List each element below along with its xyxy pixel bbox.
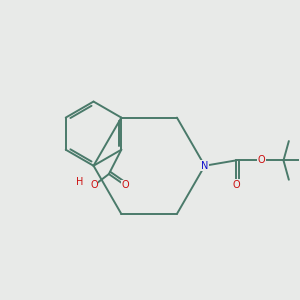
Text: N: N: [201, 161, 208, 171]
Text: O: O: [257, 155, 265, 165]
Text: O: O: [232, 180, 240, 190]
Text: H: H: [76, 177, 83, 188]
Text: O: O: [90, 180, 98, 190]
Text: O: O: [122, 180, 129, 190]
